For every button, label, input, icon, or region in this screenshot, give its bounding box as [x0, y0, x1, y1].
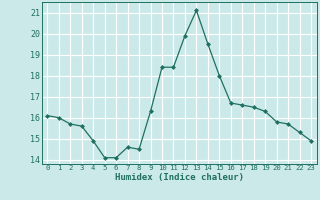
X-axis label: Humidex (Indice chaleur): Humidex (Indice chaleur) — [115, 173, 244, 182]
